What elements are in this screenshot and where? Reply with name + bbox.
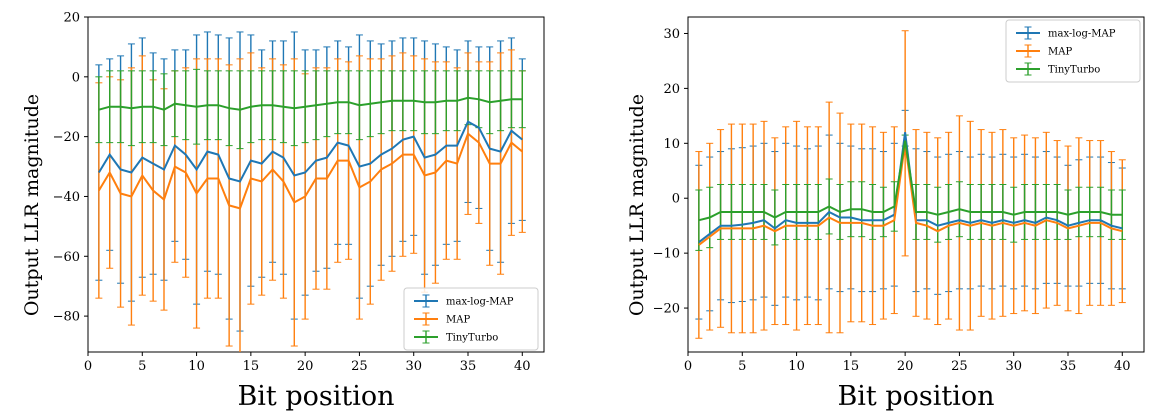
chart1-plot-frame bbox=[87, 16, 545, 353]
chart1-xtick-label: 40 bbox=[514, 359, 531, 374]
chart2-y-axis-label: Output LLR magnitude bbox=[626, 94, 648, 316]
chart2-xtick-label: 10 bbox=[788, 359, 805, 374]
chart2-xtick-label: 20 bbox=[897, 359, 914, 374]
chart2-legend-tinyturbo-label: TinyTurbo bbox=[1048, 65, 1100, 76]
chart1-legend: max-log-MAP MAP TinyTurbo bbox=[403, 287, 539, 351]
chart2-ytick-label: −20 bbox=[653, 302, 680, 317]
chart1-max-log-map-line bbox=[98, 120, 523, 183]
chart2-x-axis-label: Bit position bbox=[837, 381, 994, 412]
chart2-ytick-label: 20 bbox=[663, 82, 680, 97]
chart2-xtick-label: 15 bbox=[843, 359, 860, 374]
chart1-xtick-label: 20 bbox=[297, 359, 314, 374]
chart1-ytick-label: −40 bbox=[53, 190, 80, 205]
chart2-ytick-label: −10 bbox=[653, 247, 680, 262]
chart1-xtick-label: 10 bbox=[188, 359, 205, 374]
chart1-ytick-label: −80 bbox=[53, 310, 80, 325]
chart2-xtick-label: 25 bbox=[951, 359, 968, 374]
chart1-y-axis-label: Output LLR magnitude bbox=[21, 94, 43, 316]
chart2-ytick-label: 0 bbox=[672, 192, 680, 207]
chart1-legend-box bbox=[403, 287, 539, 351]
chart1-ytick-label: −60 bbox=[53, 250, 80, 265]
chart2-plot-frame bbox=[687, 16, 1145, 353]
chart2-series-group bbox=[695, 30, 1126, 339]
chart1: 0 5 10 15 20 25 30 35 40 20 0 −20 −40 −60 −80 Bit posit… bbox=[21, 11, 545, 412]
chart1-map-line bbox=[98, 132, 523, 210]
chart1-series-group bbox=[95, 31, 526, 352]
chart1-xtick-label: 0 bbox=[84, 359, 92, 374]
chart1-xtick-label: 25 bbox=[351, 359, 368, 374]
chart2: 0 5 10 15 20 25 30 35 40 30 20 10 0 −10 −20 Bit positio… bbox=[626, 16, 1145, 412]
chart2-legend-box bbox=[1005, 19, 1141, 83]
chart2-legend: max-log-MAP MAP TinyTurbo bbox=[1005, 19, 1141, 83]
chart1-xtick-label: 35 bbox=[460, 359, 477, 374]
chart1-ytick-label: 20 bbox=[63, 11, 80, 26]
chart1-x-axis-label: Bit position bbox=[237, 381, 394, 412]
chart1-legend-map-label: MAP bbox=[446, 315, 470, 326]
chart2-legend-map-label: MAP bbox=[1048, 47, 1072, 58]
chart2-xtick-label: 40 bbox=[1114, 359, 1131, 374]
chart2-xtick-label: 0 bbox=[684, 359, 692, 374]
chart1-ytick-label: −20 bbox=[53, 130, 80, 145]
chart2-legend-max-log-map-label: max-log-MAP bbox=[1048, 29, 1116, 40]
chart2-tinyturbo-line bbox=[698, 140, 1123, 222]
chart2-xtick-label: 5 bbox=[738, 359, 746, 374]
chart1-xtick-label: 15 bbox=[243, 359, 260, 374]
chart2-ytick-label: 30 bbox=[663, 27, 680, 42]
chart2-xtick-label: 35 bbox=[1060, 359, 1077, 374]
chart1-legend-max-log-map-label: max-log-MAP bbox=[446, 297, 514, 308]
chart1-xtick-label: 5 bbox=[138, 359, 146, 374]
chart1-ytick-label: 0 bbox=[72, 70, 80, 85]
chart1-xtick-label: 30 bbox=[405, 359, 422, 374]
chart1-legend-tinyturbo-label: TinyTurbo bbox=[446, 333, 498, 344]
chart1-tinyturbo-line bbox=[98, 96, 523, 111]
chart2-ytick-label: 10 bbox=[663, 137, 680, 152]
chart2-map-line bbox=[698, 143, 1123, 246]
chart2-xtick-label: 30 bbox=[1005, 359, 1022, 374]
